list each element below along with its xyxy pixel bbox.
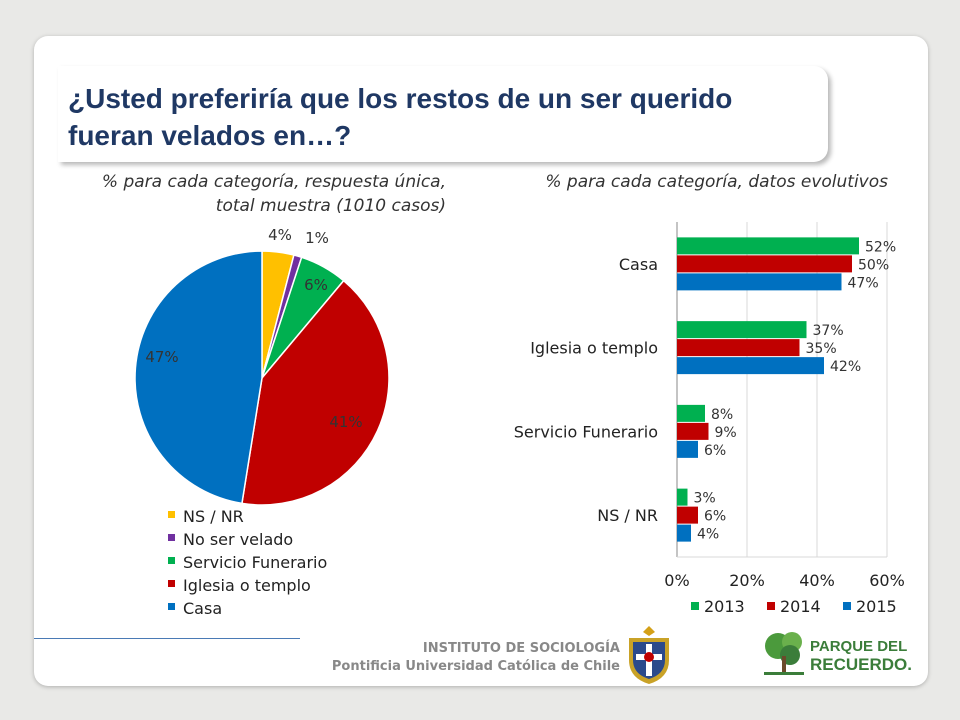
- pie-legend-swatch-iglesia-o-templo: [168, 580, 175, 587]
- bar-label-ns-nr-2015: 4%: [697, 527, 719, 543]
- bar-ns-nr-2014: [677, 506, 698, 524]
- pie-subtitle: % para cada categoría, respuesta única, …: [101, 172, 446, 216]
- bar-label-casa-2013: 52%: [865, 239, 896, 255]
- pie-legend-swatch-casa: [168, 603, 175, 610]
- pie-label-no-ser-velado: 1%: [305, 229, 329, 247]
- bar-servicio-funerario-2013: [677, 404, 705, 422]
- logo-line-1: PARQUE DEL: [810, 638, 908, 655]
- bar-label-servicio-funerario-2014: 9%: [715, 425, 737, 441]
- university-crest-icon: [629, 626, 669, 684]
- bar-iglesia-o-templo-2014: [677, 339, 800, 357]
- bar-servicio-funerario-2014: [677, 422, 709, 440]
- bar-label-iglesia-o-templo-2014: 35%: [806, 341, 837, 357]
- bar-ns-nr-2013: [677, 488, 688, 506]
- park-logo-text: PARQUE DEL RECUERDO.: [810, 638, 920, 674]
- tree-logo-icon: [764, 632, 804, 675]
- bar-legend-label-2013: 2013: [704, 597, 745, 616]
- pie-label-servicio-funerario: 6%: [304, 276, 328, 294]
- bar-category-ns-nr: NS / NR: [597, 506, 658, 525]
- bar-label-ns-nr-2013: 3%: [694, 491, 716, 507]
- pie-legend-label-casa: Casa: [183, 599, 222, 618]
- bar-category-servicio-funerario: Servicio Funerario: [514, 422, 658, 441]
- bar-casa-2015: [677, 273, 842, 291]
- bar-label-iglesia-o-templo-2013: 37%: [813, 323, 844, 339]
- bar-ns-nr-2015: [677, 524, 691, 542]
- logo-line-2: RECUERDO.: [810, 655, 913, 674]
- bar-label-servicio-funerario-2013: 8%: [711, 407, 733, 423]
- bar-legend-label-2015: 2015: [856, 597, 897, 616]
- bar-legend-swatch-2013: [691, 602, 699, 610]
- bar-legend-label-2014: 2014: [780, 597, 821, 616]
- slide-title: ¿Usted preferiría que los restos de un s…: [68, 83, 733, 151]
- pie-legend-label-iglesia-o-templo: Iglesia o templo: [183, 576, 311, 595]
- bar-iglesia-o-templo-2015: [677, 357, 824, 375]
- pie-legend-label-no-ser-velado: No ser velado: [183, 530, 293, 549]
- bar-label-casa-2015: 47%: [848, 275, 879, 291]
- bar-legend-swatch-2015: [843, 602, 851, 610]
- bar-legend-swatch-2014: [767, 602, 775, 610]
- bar-casa-2013: [677, 237, 859, 255]
- footer-university: Pontificia Universidad Católica de Chile: [331, 659, 620, 674]
- pie-legend-swatch-no-ser-velado: [168, 534, 175, 541]
- bar-x-tick-0: 0%: [664, 571, 689, 590]
- pie-label-ns-nr: 4%: [268, 226, 292, 244]
- pie-legend-swatch-servicio-funerario: [168, 557, 175, 564]
- bar-label-iglesia-o-templo-2015: 42%: [830, 359, 861, 375]
- pie-legend-label-ns-nr: NS / NR: [183, 507, 244, 526]
- pie-legend-swatch-ns-nr: [168, 511, 175, 518]
- pie-label-iglesia-o-templo: 41%: [329, 413, 362, 431]
- pie-slice-iglesia-o-templo: [241, 279, 390, 506]
- bar-label-ns-nr-2014: 6%: [704, 509, 726, 525]
- bar-category-iglesia-o-templo: Iglesia o templo: [530, 339, 658, 358]
- pie-label-casa: 47%: [145, 348, 178, 366]
- bar-subtitle: % para cada categoría, datos evolutivos: [545, 172, 888, 192]
- title-box: [58, 66, 828, 162]
- footer-divider: [34, 638, 300, 639]
- bar-x-tick-20: 20%: [729, 571, 765, 590]
- footer-credits: INSTITUTO DE SOCIOLOGÍA Pontificia Unive…: [300, 640, 620, 676]
- bar-servicio-funerario-2015: [677, 440, 698, 458]
- bar-label-casa-2014: 50%: [858, 257, 889, 273]
- pie-slice-casa: [134, 250, 263, 505]
- bar-x-tick-60: 60%: [869, 571, 905, 590]
- bar-category-casa: Casa: [619, 255, 658, 274]
- pie-legend-label-servicio-funerario: Servicio Funerario: [183, 553, 327, 572]
- bar-casa-2014: [677, 255, 852, 273]
- bar-x-tick-40: 40%: [799, 571, 835, 590]
- footer-institute: INSTITUTO DE SOCIOLOGÍA: [422, 641, 620, 656]
- bar-label-servicio-funerario-2015: 6%: [704, 443, 726, 459]
- bar-iglesia-o-templo-2013: [677, 321, 807, 339]
